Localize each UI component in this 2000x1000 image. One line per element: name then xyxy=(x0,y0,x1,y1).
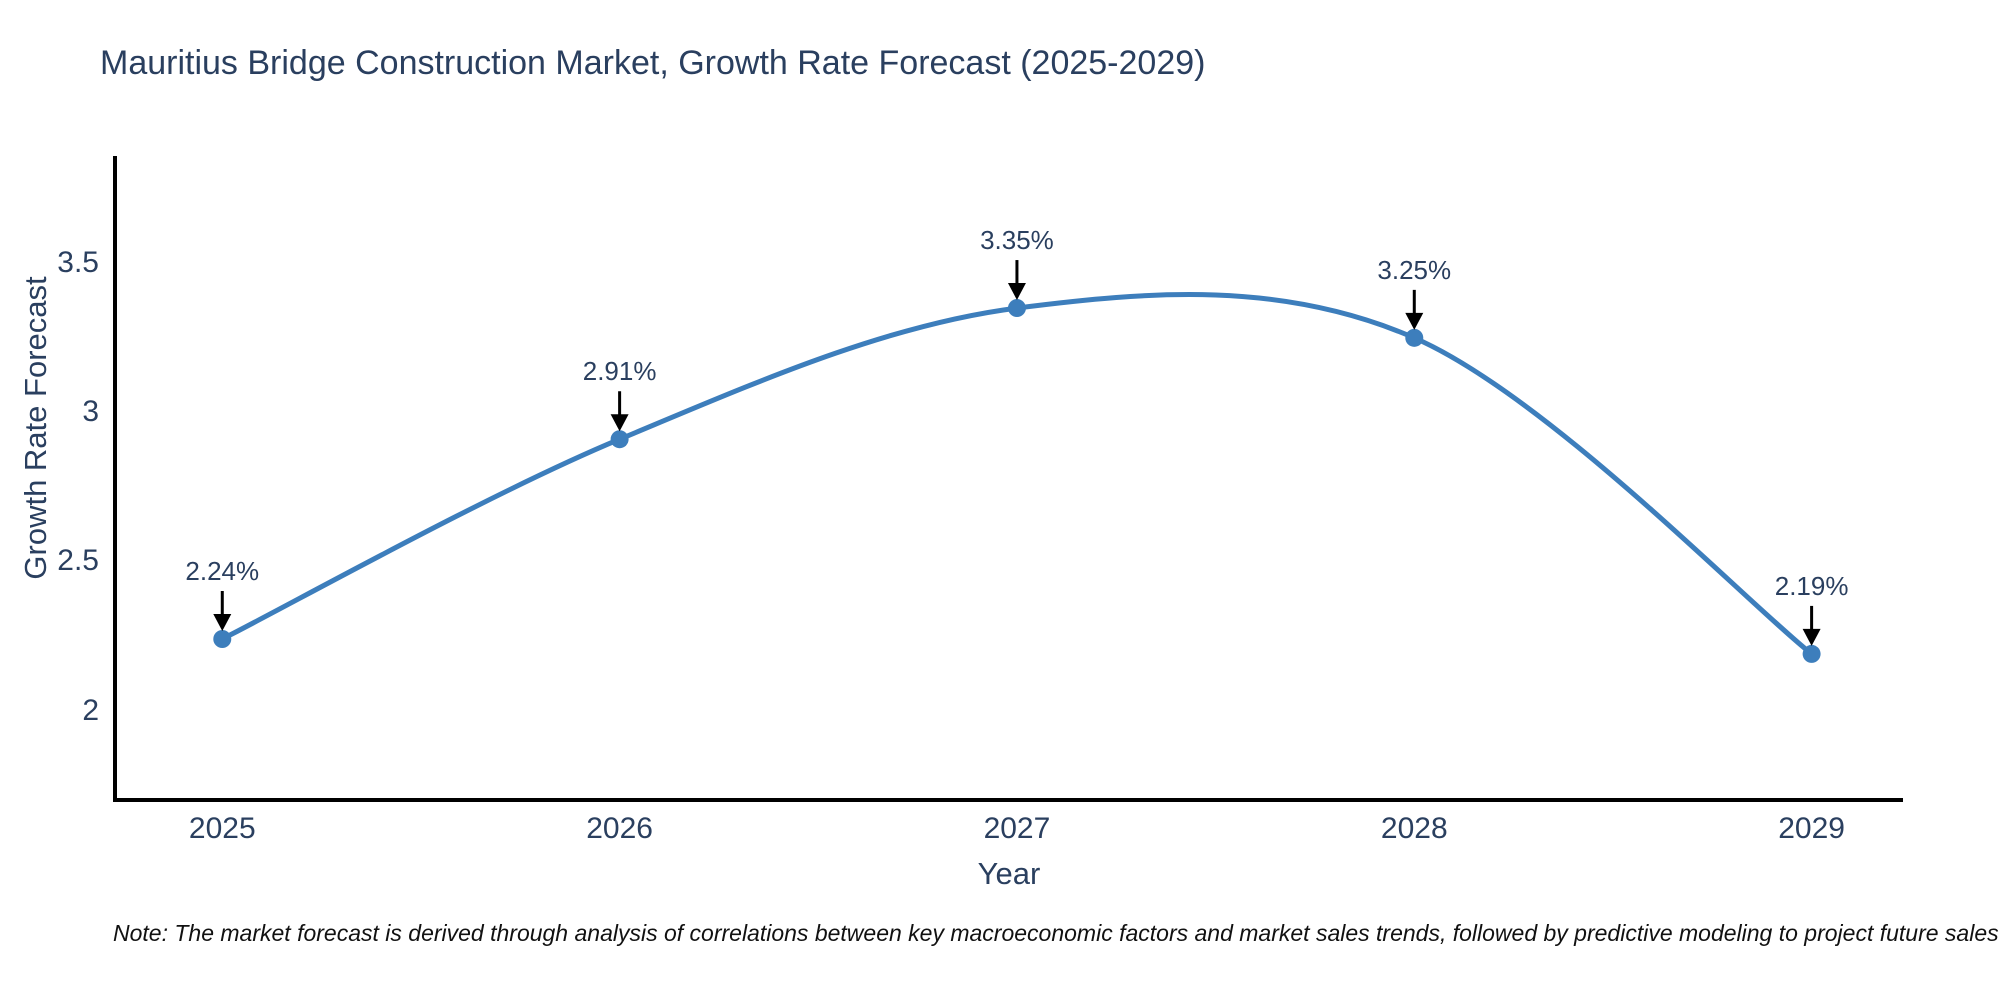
x-axis-title: Year xyxy=(977,856,1041,891)
annotation-arrowhead xyxy=(1802,628,1821,646)
data-point-marker-2025 xyxy=(213,630,232,648)
y-tick-label-3: 3 xyxy=(82,395,99,429)
y-axis-title: Growth Rate Forecast xyxy=(18,276,53,580)
x-tick-label-2029: 2029 xyxy=(1778,812,1845,845)
x-tick-label-2028: 2028 xyxy=(1380,812,1448,845)
data-point-marker-2029 xyxy=(1802,644,1821,663)
data-point-marker-2026 xyxy=(610,430,629,449)
point-annotation-2025: 2.24% xyxy=(185,556,260,586)
x-tick-label-2027: 2027 xyxy=(983,812,1051,845)
annotation-arrowhead xyxy=(1405,312,1424,330)
data-point-marker-2027 xyxy=(1007,299,1026,318)
point-annotation-2029: 2.19% xyxy=(1774,570,1849,601)
x-tick-label-2025: 2025 xyxy=(188,812,256,845)
data-point-marker-2028 xyxy=(1405,328,1424,347)
point-annotation-2027: 3.35% xyxy=(980,225,1054,256)
annotation-arrowhead xyxy=(213,614,232,631)
y-tick-label-3.5: 3.5 xyxy=(57,246,99,280)
point-annotation-2028: 3.25% xyxy=(1377,254,1452,285)
footnote: Note: The market forecast is derived thr… xyxy=(113,920,1999,946)
y-tick-label-2.5: 2.5 xyxy=(57,544,99,578)
growth-rate-line xyxy=(221,292,1814,656)
chart-title: Mauritius Bridge Construction Market, Gr… xyxy=(100,44,1206,82)
point-annotation-2026: 2.91% xyxy=(582,356,657,387)
annotation-arrowhead xyxy=(610,414,629,432)
y-tick-label-2: 2 xyxy=(82,693,99,727)
annotation-arrowhead xyxy=(1007,283,1026,301)
x-tick-label-2026: 2026 xyxy=(586,812,653,845)
